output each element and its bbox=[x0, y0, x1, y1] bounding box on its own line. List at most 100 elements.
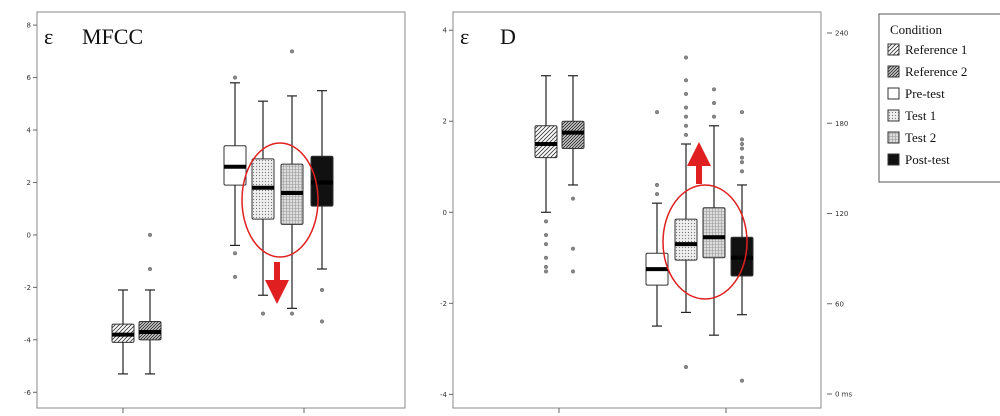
box-pre-test bbox=[223, 75, 247, 279]
outlier-point bbox=[683, 364, 689, 370]
outlier-point bbox=[683, 114, 689, 119]
outlier-point bbox=[289, 311, 295, 316]
box-reference-2 bbox=[561, 75, 585, 274]
y2-tick-label: 240 bbox=[835, 30, 848, 38]
outlier-point bbox=[654, 110, 660, 115]
box-iqr bbox=[561, 120, 585, 150]
box-reference-1 bbox=[534, 75, 558, 274]
legend-item: Post-test bbox=[887, 152, 950, 167]
panel-title: D bbox=[500, 24, 516, 49]
y-tick-label: 0 bbox=[27, 231, 31, 239]
box-test-1 bbox=[251, 100, 275, 316]
annotation bbox=[662, 142, 748, 300]
outlier-point bbox=[570, 269, 576, 274]
legend-label: Reference 2 bbox=[905, 64, 967, 79]
legend-label: Reference 1 bbox=[905, 42, 967, 57]
box-post-test bbox=[310, 90, 334, 324]
y2-tick-label: 120 bbox=[835, 210, 848, 218]
outlier-point bbox=[683, 55, 689, 60]
outlier-point bbox=[232, 75, 238, 80]
outlier-point bbox=[570, 196, 576, 201]
legend-swatch bbox=[887, 65, 900, 78]
y-tick-label: 8 bbox=[27, 22, 31, 30]
legend-swatch bbox=[887, 153, 900, 166]
box-test-2 bbox=[280, 49, 304, 316]
y-tick-label: 4 bbox=[27, 127, 32, 135]
box-test-1 bbox=[674, 55, 698, 370]
outlier-point bbox=[739, 110, 745, 115]
outlier-point bbox=[654, 192, 660, 197]
outlier-point bbox=[147, 232, 153, 237]
box-test-2 bbox=[702, 87, 726, 336]
outlier-point bbox=[683, 91, 689, 96]
plot-area-frame bbox=[36, 11, 406, 409]
outlier-point bbox=[739, 160, 745, 165]
y2-tick-label: 180 bbox=[835, 120, 848, 128]
box-iqr bbox=[674, 218, 698, 261]
outlier-point bbox=[739, 146, 745, 151]
outlier-point bbox=[654, 182, 660, 188]
legend-label: Pre-test bbox=[905, 86, 945, 101]
legend-item: Pre-test bbox=[887, 86, 945, 101]
highlight-ellipse bbox=[241, 142, 319, 258]
panel-symbol: ε bbox=[44, 24, 53, 49]
outlier-point bbox=[683, 123, 689, 128]
outlier-point bbox=[739, 169, 745, 174]
legend-swatch bbox=[887, 109, 900, 122]
legend-swatch bbox=[887, 43, 900, 56]
box-iqr bbox=[702, 207, 726, 259]
legend-label: Test 2 bbox=[905, 130, 936, 145]
outlier-point bbox=[711, 100, 717, 106]
y-axis-ticks: 8 6 4 2 0 -2 -4 -6 bbox=[24, 22, 37, 397]
outlier-point bbox=[319, 319, 325, 324]
panel-d: ε D 4 2 0 -2 -4 240 180 120 60 0 ms bbox=[440, 11, 852, 413]
outlier-point bbox=[319, 287, 325, 293]
legend-item: Reference 2 bbox=[887, 64, 967, 79]
outlier-point bbox=[711, 87, 717, 92]
outlier-point bbox=[543, 242, 549, 247]
y-tick-label: 0 bbox=[443, 209, 447, 217]
outlier-point bbox=[543, 219, 549, 224]
legend-item: Reference 1 bbox=[887, 42, 967, 57]
legend-item: Test 2 bbox=[887, 130, 936, 145]
y-tick-label: 2 bbox=[443, 118, 447, 126]
legend-swatch bbox=[887, 87, 900, 100]
outlier-point bbox=[543, 269, 549, 274]
box-pre-test bbox=[645, 110, 669, 327]
y-tick-label: -4 bbox=[24, 336, 32, 344]
outlier-point bbox=[739, 137, 745, 142]
y-tick-label: 6 bbox=[27, 74, 32, 82]
outlier-point bbox=[232, 274, 238, 279]
y2-tick-label: 0 ms bbox=[835, 391, 852, 399]
outlier-point bbox=[711, 114, 717, 119]
outlier-point bbox=[147, 266, 153, 272]
panel-title: MFCC bbox=[82, 24, 143, 49]
outlier-point bbox=[260, 311, 266, 316]
y-tick-label: 2 bbox=[27, 179, 31, 187]
outlier-point bbox=[570, 246, 576, 251]
y-tick-label: -4 bbox=[440, 391, 448, 399]
plot-area-frame bbox=[452, 11, 822, 409]
y-axis-ticks: 4 2 0 -2 -4 bbox=[440, 27, 453, 399]
box-group bbox=[111, 49, 334, 375]
outlier-point bbox=[683, 132, 689, 137]
y-tick-label: 4 bbox=[443, 27, 448, 35]
outlier-point bbox=[739, 378, 745, 383]
outlier-point bbox=[543, 255, 549, 260]
outlier-point bbox=[683, 105, 689, 110]
outlier-point bbox=[232, 251, 238, 256]
box-iqr bbox=[534, 125, 558, 159]
box-reference-1 bbox=[111, 289, 135, 375]
y2-axis-ticks: 240 180 120 60 0 ms bbox=[827, 30, 852, 399]
highlight-ellipse bbox=[662, 184, 748, 300]
legend: Condition Reference 1 Reference 2 Pre-test… bbox=[878, 13, 1000, 183]
y-tick-label: -2 bbox=[24, 284, 31, 292]
legend-swatch bbox=[887, 131, 900, 144]
outlier-point bbox=[543, 232, 549, 238]
legend-item: Test 1 bbox=[887, 108, 936, 123]
legend-items: Reference 1 Reference 2 Pre-test Test 1 Test… bbox=[887, 42, 967, 167]
legend-title: Condition bbox=[890, 22, 943, 37]
outlier-point bbox=[543, 264, 549, 269]
legend-label: Test 1 bbox=[905, 108, 936, 123]
